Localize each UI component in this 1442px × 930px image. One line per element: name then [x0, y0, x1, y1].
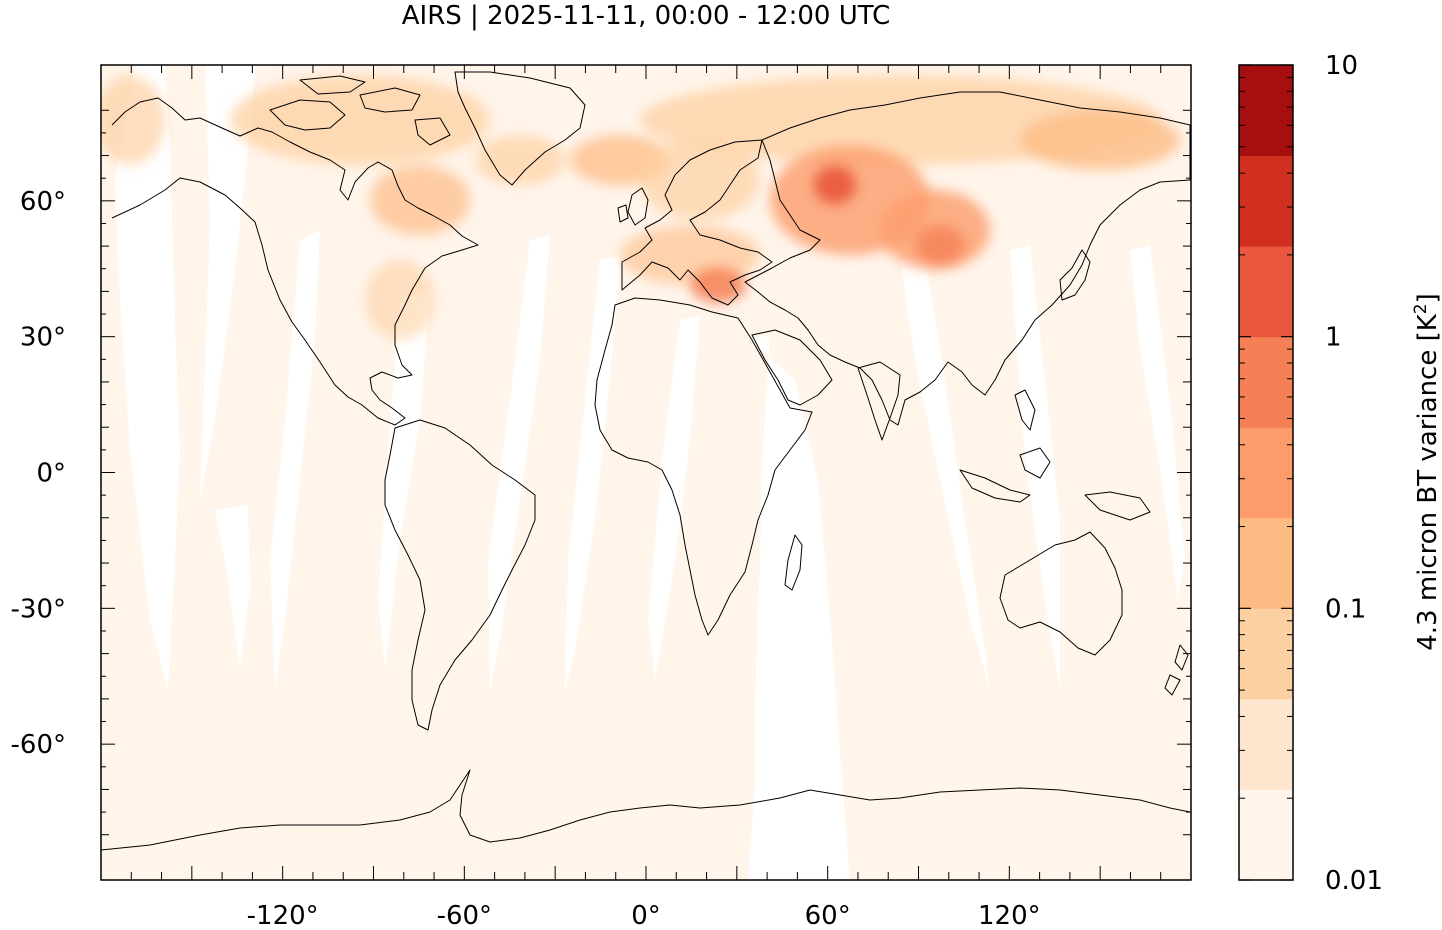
x-tick-label: 120°	[978, 901, 1041, 930]
coastline-australia	[999, 531, 1123, 656]
swath-gap	[200, 65, 255, 500]
coastline-madagascar	[784, 534, 803, 591]
swath-gap	[1130, 245, 1185, 600]
x-tick-labels: -120° -60° 0° 60° 120°	[247, 901, 1041, 930]
coastline-europe	[621, 139, 773, 306]
hotspot-newfoundland	[475, 135, 565, 185]
hotspot-altai	[915, 225, 965, 265]
colorbar-segment	[1239, 155, 1293, 247]
y-tick-label: 60°	[20, 187, 66, 217]
swath-gap	[378, 290, 430, 670]
colorbar-segment	[1239, 336, 1293, 428]
x-tick-label: -120°	[247, 901, 319, 930]
colorbar-label-sup: 2	[1411, 303, 1431, 314]
map-panel	[101, 65, 1191, 880]
colorbar-ticks: 10 1 0.1 0.01	[1239, 51, 1383, 896]
y-tick-label: 30°	[20, 323, 66, 353]
colorbar-segment	[1239, 698, 1293, 790]
colorbar-segment	[1239, 65, 1293, 157]
colorbar-tick-label: 0.1	[1325, 594, 1366, 624]
swath-gap	[488, 235, 550, 690]
hotspot-east-us	[365, 260, 435, 340]
coastline-new-zealand	[1164, 644, 1189, 696]
hotspot-scandinavia	[640, 140, 760, 220]
x-tick-label: -60°	[437, 901, 492, 930]
y-tick-labels: 60° 30° 0° -30° -60°	[11, 187, 66, 760]
hotspot-west-siberia-core	[813, 165, 857, 205]
colorbar-tick-label: 0.01	[1325, 866, 1383, 896]
x-tick-label: 60°	[805, 901, 851, 930]
swath-gap	[748, 335, 850, 880]
swath-gap	[270, 230, 320, 690]
coastline-africa	[594, 297, 813, 636]
coastline-greenland	[454, 71, 586, 186]
coastline-asia	[744, 91, 1191, 426]
swath-gap	[900, 255, 990, 690]
colorbar-tick-label: 1	[1325, 323, 1342, 353]
hotspot-hudson	[370, 165, 470, 235]
colorbar-frame	[1238, 64, 1294, 881]
y-tick-label: -60°	[11, 730, 66, 760]
y-tick-label: 0°	[36, 459, 66, 489]
hotspot-arctic-canada	[230, 75, 490, 165]
colorbar-segment	[1239, 608, 1293, 700]
map-ticks	[101, 65, 1191, 880]
coastline-indonesia	[959, 389, 1151, 521]
colorbar	[1239, 65, 1293, 881]
colorbar-segment	[1239, 246, 1293, 338]
hotspot-alaska	[101, 75, 165, 165]
colorbar-segment	[1239, 789, 1293, 881]
coastline-british-isles	[617, 187, 649, 226]
coastline-antarctica	[101, 769, 1191, 851]
colorbar-label-text: 4.3 micron BT variance [K	[1413, 313, 1442, 651]
coastline-india	[857, 361, 901, 441]
x-tick-label: 0°	[631, 901, 661, 930]
colorbar-segment	[1239, 517, 1293, 609]
colorbar-label-end: ]	[1413, 293, 1442, 303]
hotspot-east-siberia	[1020, 110, 1180, 170]
coastlines	[101, 71, 1191, 851]
swath-gap	[115, 65, 180, 690]
colorbar-tick-label: 10	[1325, 51, 1358, 81]
swath-gap	[215, 505, 250, 670]
swath-gap	[1010, 245, 1060, 690]
coastline-arabia	[751, 329, 833, 406]
colorbar-segment	[1239, 427, 1293, 519]
colorbar-label: 4.3 micron BT variance [K2]	[1411, 293, 1442, 651]
y-tick-label: -30°	[11, 594, 66, 624]
swath-gap	[565, 255, 620, 690]
plot-title: AIRS | 2025-11-11, 00:00 - 12:00 UTC	[402, 1, 891, 31]
coastline-japan	[1059, 249, 1091, 301]
hotspot-balkans	[690, 267, 746, 303]
coastline-arctic-islands	[269, 75, 451, 146]
coastline-south-america	[384, 419, 536, 731]
coastline-north-america	[111, 97, 479, 426]
